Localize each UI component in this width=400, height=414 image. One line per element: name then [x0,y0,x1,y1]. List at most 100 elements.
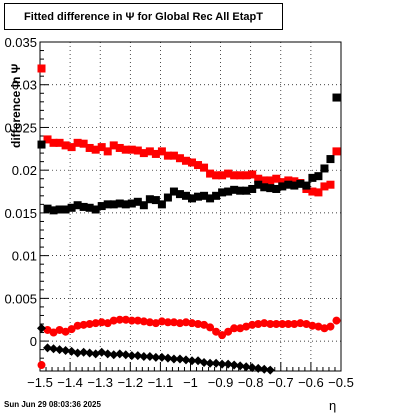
axis-ticks: −1.5 −1.4 −1.3 −1.2 −1.1 −1 −0.9 −0.8 −0.7 −0.6 −0… [4,35,353,390]
data-point-square-s1 [175,190,184,199]
data-point-diamond-s3 [85,348,95,358]
data-point-circle-s2 [308,321,317,330]
data-point-square-s1 [127,199,136,208]
data-point-circle-s2 [302,320,311,328]
data-point-diamond-s3 [73,348,83,358]
data-point-square-s1 [332,93,341,102]
y-axis-title: difference in Ψ [9,63,23,148]
data-point-circle-s2 [296,319,305,328]
data-point-square-s1 [121,200,130,209]
data-point-circle-s2 [37,361,46,370]
data-point-circle-s2 [97,318,106,327]
data-point-diamond-s3 [163,353,173,363]
data-point-circle-s2 [151,319,160,328]
data-point-circle-s2 [91,319,100,328]
data-point-diamond-s3 [217,359,227,369]
data-point-square-s1 [230,185,239,194]
data-point-square-s0 [169,151,178,160]
data-point-square-s1 [91,205,100,214]
data-point-circle-s2 [206,323,215,332]
data-point-circle-s2 [139,317,148,326]
data-point-diamond-s3 [145,351,155,361]
data-point-circle-s2 [230,324,239,333]
data-point-square-s1 [97,202,106,211]
data-point-square-s0 [61,141,70,150]
data-point-diamond-s3 [259,364,269,374]
data-point-square-s1 [248,184,257,193]
data-point-diamond-s3 [199,357,209,367]
data-point-diamond-s3 [109,350,119,360]
data-point-diamond-s3 [181,355,191,365]
y-tick-label: 0.02 [12,163,37,178]
timestamp: Sun Jun 29 08:03:36 2025 [4,400,101,409]
data-point-square-s1 [200,191,209,200]
data-point-square-s1 [37,140,46,149]
data-point-square-s0 [332,147,341,156]
data-point-square-s1 [272,184,281,193]
data-point-square-s1 [103,200,112,209]
data-point-square-s1 [109,200,118,209]
data-point-square-s0 [103,147,112,156]
data-point-square-s0 [284,176,293,185]
data-point-square-s0 [194,161,203,170]
data-point-diamond-s3 [37,323,47,333]
data-point-diamond-s3 [247,363,257,373]
y-tick-label: 0.025 [4,120,37,135]
x-tick-label: −1.1 [148,375,174,390]
data-point-circle-s2 [236,324,245,333]
y-tick-label: 0.035 [4,35,37,50]
data-point-square-s0 [55,138,64,147]
data-point-circle-s2 [73,321,82,330]
data-point-circle-s2 [169,318,178,327]
data-point-square-s0 [260,176,269,185]
data-point-square-s0 [85,143,94,152]
data-point-square-s1 [302,181,311,190]
y-tick-label: 0.01 [12,249,37,264]
data-point-square-s0 [97,143,106,152]
data-point-square-s0 [218,171,227,180]
data-point-square-s0 [254,174,263,183]
x-tick-label: −0.7 [268,375,294,390]
x-tick-label: −1.2 [117,375,143,390]
data-point-square-s0 [73,138,82,147]
data-point-square-s1 [49,206,58,215]
data-point-square-s0 [206,169,215,178]
data-point-square-s1 [308,173,317,182]
data-point-diamond-s3 [121,350,131,360]
data-point-diamond-s3 [265,365,275,375]
data-point-square-s1 [206,194,215,203]
data-point-square-s1 [284,180,293,189]
data-point-square-s1 [194,192,203,201]
data-point-circle-s2 [157,317,166,326]
data-point-circle-s2 [67,325,76,334]
data-point-square-s0 [91,145,100,154]
y-tick-label: 0.015 [4,206,37,221]
data-point-square-s0 [308,187,317,196]
data-point-square-s1 [242,186,251,195]
data-point-square-s1 [236,186,245,195]
data-point-square-s1 [115,199,124,208]
data-point-circle-s2 [272,320,281,328]
data-point-square-s0 [236,171,245,180]
y-tick-label: 0 [30,334,37,349]
data-point-square-s1 [79,202,88,211]
data-marks [37,64,341,375]
data-point-square-s0 [139,149,148,158]
data-point-diamond-s3 [211,358,221,368]
data-point-square-s0 [115,143,124,152]
data-point-square-s0 [212,171,221,180]
data-point-diamond-s3 [205,358,215,368]
data-point-circle-s2 [284,320,293,328]
data-point-circle-s2 [320,324,329,333]
data-point-square-s0 [175,154,184,163]
data-point-diamond-s3 [43,343,53,353]
data-point-square-s0 [145,147,154,156]
data-point-circle-s2 [326,322,335,331]
data-point-diamond-s3 [253,363,263,373]
data-point-diamond-s3 [229,360,239,370]
data-point-diamond-s3 [187,356,197,366]
data-point-circle-s2 [115,315,124,324]
data-point-circle-s2 [133,316,142,325]
data-point-square-s0 [242,171,251,180]
data-point-circle-s2 [85,320,94,328]
